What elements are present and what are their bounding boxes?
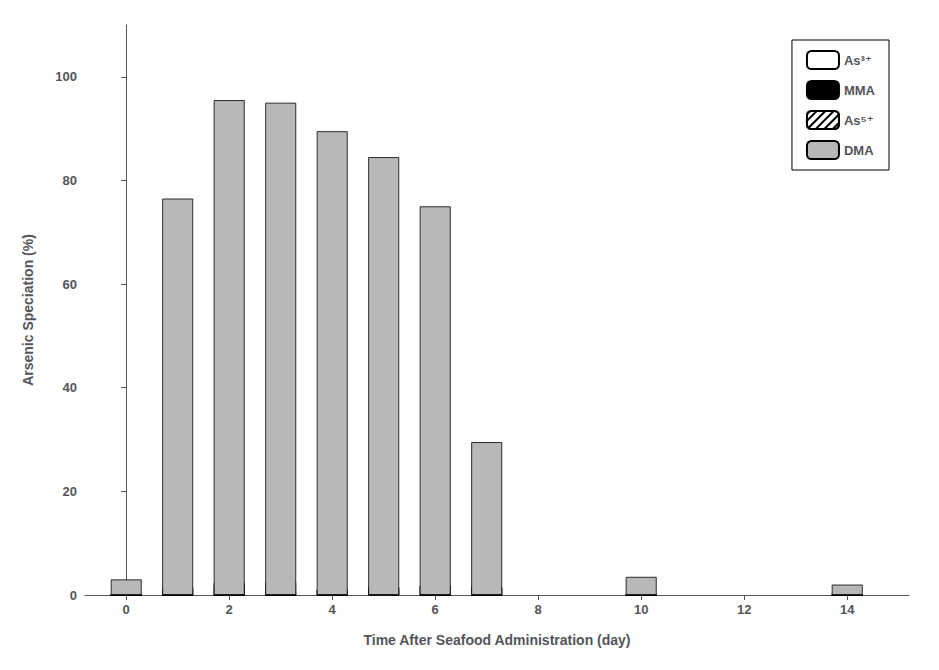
svg-text:10: 10 — [634, 602, 648, 617]
svg-text:14: 14 — [840, 602, 855, 617]
svg-text:0: 0 — [70, 588, 77, 603]
svg-text:80: 80 — [63, 173, 77, 188]
svg-text:100: 100 — [55, 69, 77, 84]
svg-text:Time After Seafood Administrat: Time After Seafood Administration (day) — [363, 632, 630, 648]
svg-text:8: 8 — [535, 602, 542, 617]
svg-text:2: 2 — [226, 602, 233, 617]
svg-text:12: 12 — [737, 602, 751, 617]
svg-text:4: 4 — [329, 602, 337, 617]
svg-text:40: 40 — [63, 380, 77, 395]
svg-text:0: 0 — [123, 602, 130, 617]
svg-text:Arsenic Speciation (%): Arsenic Speciation (%) — [20, 234, 36, 386]
svg-text:MMA: MMA — [844, 83, 876, 98]
svg-text:As⁵⁺: As⁵⁺ — [844, 113, 874, 128]
svg-text:DMA: DMA — [844, 143, 874, 158]
svg-text:As³⁺: As³⁺ — [844, 53, 872, 68]
svg-text:60: 60 — [63, 277, 77, 292]
svg-text:6: 6 — [432, 602, 439, 617]
svg-text:20: 20 — [63, 484, 77, 499]
